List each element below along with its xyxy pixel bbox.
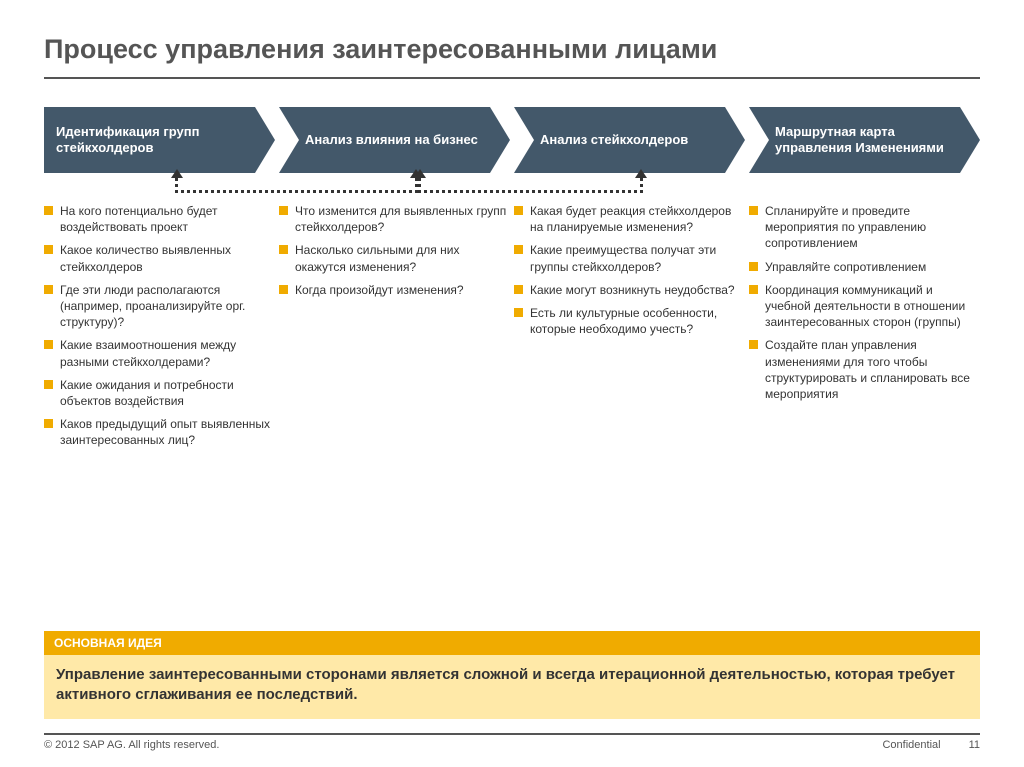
arrow-step-3: Анализ стейкхолдеров [514, 107, 745, 173]
page-number: 11 [969, 739, 980, 751]
list-item: Какие взаимоотношения между разными стей… [44, 337, 275, 369]
arrow-step-4: Маршрутная карта управления Изменениями [749, 107, 980, 173]
arrow-step-1: Идентификация групп стейкхолдеров [44, 107, 275, 173]
list-item: Каков предыдущий опыт выявленных заинтер… [44, 416, 275, 448]
footer: © 2012 SAP AG. All rights reserved. Conf… [0, 733, 1024, 767]
arrow-step-2: Анализ влияния на бизнес [279, 107, 510, 173]
list-item: Управляйте сопротивлением [749, 259, 980, 275]
list-item: Координация коммуникаций и учебной деяте… [749, 282, 980, 331]
arrow-label: Маршрутная карта управления Изменениями [749, 107, 960, 173]
list-item: Какие ожидания и потребности объектов во… [44, 377, 275, 409]
list-item: Насколько сильными для них окажутся изме… [279, 242, 510, 274]
column-1: На кого потенциально будет воздействоват… [44, 203, 275, 455]
columns: На кого потенциально будет воздействоват… [44, 203, 980, 455]
slide: Процесс управления заинтересованными лиц… [0, 0, 1024, 767]
feedback-arrow-1 [175, 173, 418, 193]
arrow-label: Анализ стейкхолдеров [514, 107, 725, 173]
arrow-label: Анализ влияния на бизнес [279, 107, 490, 173]
list-item: Какое количество выявленных стейкхолдеро… [44, 242, 275, 274]
key-idea-band: ОСНОВНАЯ ИДЕЯ Управление заинтересованны… [44, 631, 980, 720]
process-arrows: Идентификация групп стейкхолдеров Анализ… [44, 107, 980, 173]
list-item: Что изменится для выявленных групп стейк… [279, 203, 510, 235]
feedback-arrows [44, 173, 980, 197]
list-item: Создайте план управления изменениями для… [749, 337, 980, 402]
key-idea-text: Управление заинтересованными сторонами я… [44, 655, 980, 720]
column-3: Какая будет реакция стейкхолдеров на пла… [514, 203, 745, 455]
column-4: Спланируйте и проведите мероприятия по у… [749, 203, 980, 455]
list-item: Какая будет реакция стейкхолдеров на пла… [514, 203, 745, 235]
list-item: Есть ли культурные особенности, которые … [514, 305, 745, 337]
copyright-text: © 2012 SAP AG. All rights reserved. [44, 739, 219, 751]
footer-rule [44, 733, 980, 735]
key-idea-label: ОСНОВНАЯ ИДЕЯ [44, 631, 980, 655]
list-item: На кого потенциально будет воздействоват… [44, 203, 275, 235]
list-item: Какие преимущества получат эти группы ст… [514, 242, 745, 274]
list-item: Где эти люди располагаются (например, пр… [44, 282, 275, 331]
confidential-label: Confidential [882, 739, 940, 751]
title-rule [44, 77, 980, 79]
list-item: Какие могут возникнуть неудобства? [514, 282, 745, 298]
list-item: Когда произойдут изменения? [279, 282, 510, 298]
arrow-label: Идентификация групп стейкхолдеров [44, 107, 255, 173]
page-title: Процесс управления заинтересованными лиц… [0, 0, 1024, 77]
list-item: Спланируйте и проведите мероприятия по у… [749, 203, 980, 252]
feedback-arrow-2 [418, 173, 643, 193]
column-2: Что изменится для выявленных групп стейк… [279, 203, 510, 455]
